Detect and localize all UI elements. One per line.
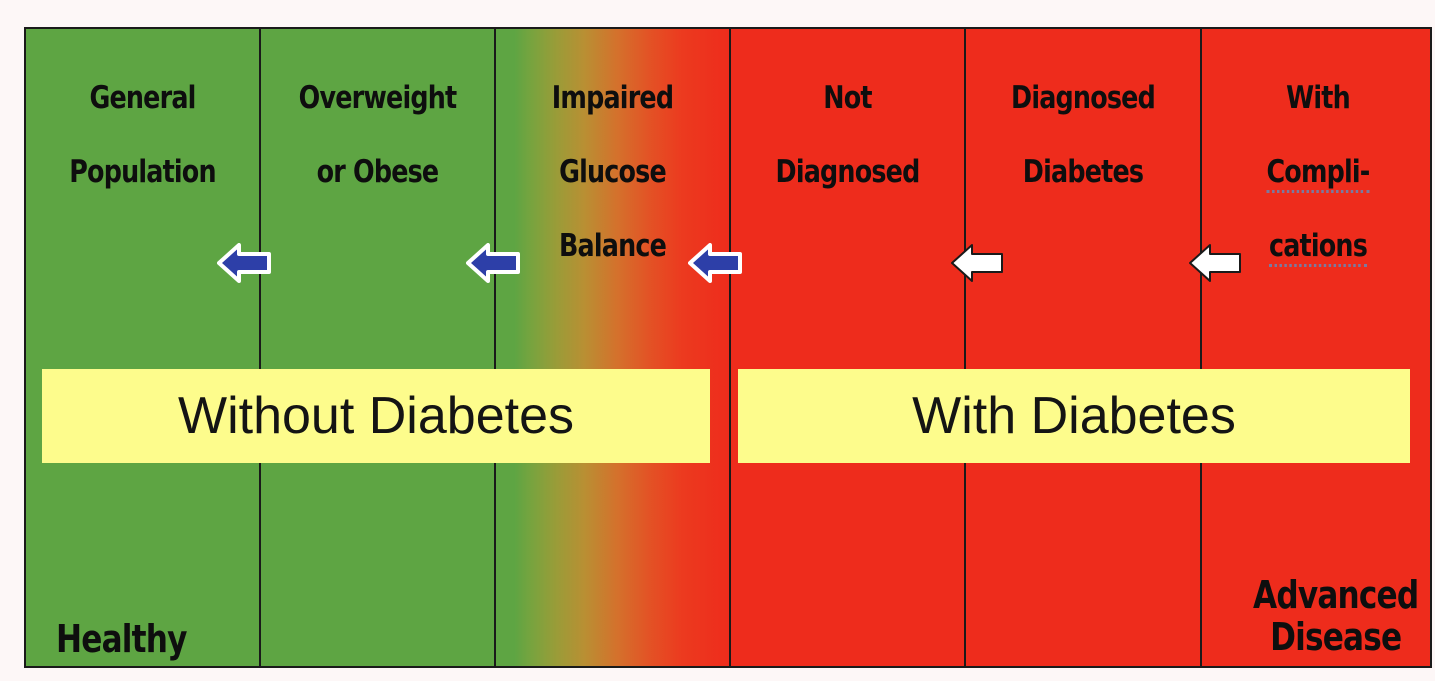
title-line-dotted: Compli- — [1266, 154, 1370, 193]
column-title: General Population — [47, 43, 238, 228]
column-not-diagnosed: Not Diagnosed — [731, 29, 966, 666]
title-line: Impaired — [551, 80, 674, 116]
title-line: Not — [823, 80, 872, 116]
title-line: Diagnosed — [775, 154, 921, 190]
title-line: Balance — [558, 228, 667, 264]
advanced-disease-label: Advanced Disease — [1241, 574, 1430, 658]
left-arrow-blue-icon — [217, 243, 271, 283]
column-title: Impaired Glucose Balance — [517, 43, 708, 302]
title-line: General — [89, 80, 196, 116]
left-arrow-blue-icon — [688, 243, 742, 283]
column-general-population: General Population — [26, 29, 261, 666]
column-title: Not Diagnosed — [752, 43, 943, 228]
column-impaired-glucose-balance: Impaired Glucose Balance — [496, 29, 731, 666]
with-diabetes-banner: With Diabetes — [738, 369, 1410, 463]
left-arrow-blue-icon — [466, 243, 520, 283]
column-overweight-or-obese: Overweight or Obese — [261, 29, 496, 666]
column-title: With Compli- cations — [1223, 43, 1413, 302]
healthy-label: Healthy — [56, 617, 187, 661]
title-line-dotted: cations — [1268, 228, 1368, 267]
title-line: Population — [69, 154, 216, 190]
title-line: Compli- — [1223, 154, 1413, 193]
title-line: Diabetes — [1022, 154, 1144, 190]
title-line: With — [1286, 80, 1351, 116]
column-diagnosed-diabetes: Diagnosed Diabetes — [966, 29, 1202, 666]
column-title: Diagnosed Diabetes — [987, 43, 1179, 228]
title-line: or Obese — [316, 154, 440, 190]
disease-line: Disease — [1270, 615, 1402, 659]
column-with-complications: With Compli- cations — [1202, 29, 1430, 666]
column-title: Overweight or Obese — [282, 43, 473, 228]
diabetes-progression-diagram: General Population Overweight or Obese I… — [24, 27, 1432, 668]
left-arrow-white-icon — [951, 244, 1003, 282]
title-line: Overweight — [298, 80, 457, 116]
title-line: cations — [1223, 228, 1413, 267]
left-arrow-white-icon — [1189, 244, 1241, 282]
title-line: Diagnosed — [1011, 80, 1156, 116]
advanced-line: Advanced — [1253, 573, 1419, 617]
title-line: Glucose — [559, 154, 667, 190]
without-diabetes-banner: Without Diabetes — [42, 369, 710, 463]
